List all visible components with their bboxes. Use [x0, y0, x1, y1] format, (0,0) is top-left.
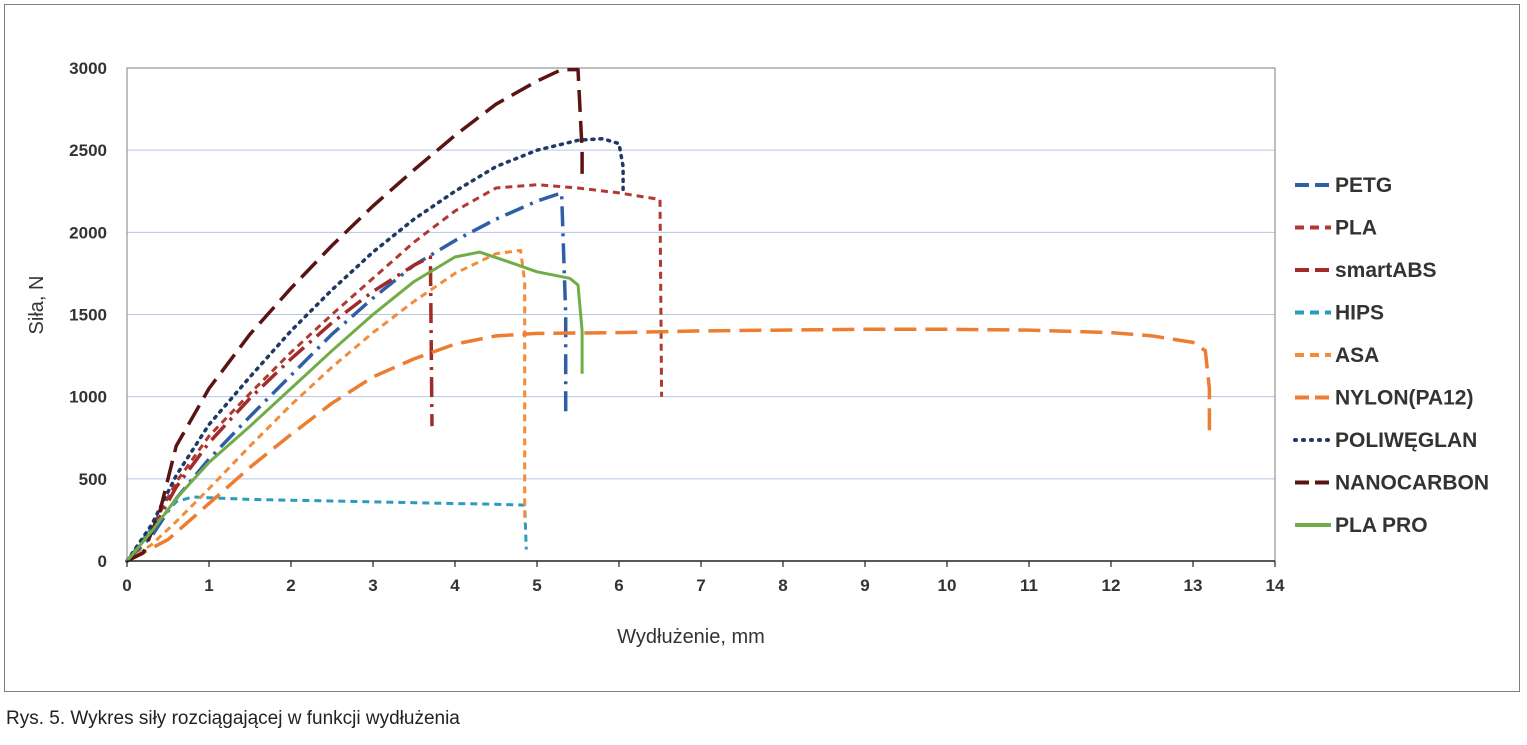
x-tick-label: 14 — [1266, 576, 1285, 595]
chart-frame: 0 1 2 3 4 5 6 7 8 9 10 11 12 13 14 0 500 1000 1500 2000 250… — [4, 4, 1520, 692]
legend-label: PETG — [1335, 174, 1392, 197]
x-axis-title: Wydłużenie, mm — [617, 626, 765, 648]
series-line-pla — [125, 183, 664, 562]
x-tick-label: 0 — [122, 576, 131, 595]
series-line-smartabs — [125, 255, 434, 563]
series-line-petg — [125, 191, 568, 563]
series-line-pla-pro — [125, 250, 584, 562]
x-tick-label: 8 — [778, 576, 787, 595]
x-tick-label: 6 — [614, 576, 623, 595]
legend-label: PLA — [1335, 217, 1377, 240]
x-tick-label: 13 — [1184, 576, 1203, 595]
legend-label: HIPS — [1335, 302, 1384, 325]
grid — [127, 67, 1275, 480]
y-axis-title: Siła, N — [26, 276, 48, 335]
y-tick-label: 0 — [98, 552, 107, 571]
legend-label: PLA PRO — [1335, 514, 1428, 537]
x-tick-label: 3 — [368, 576, 377, 595]
x-tick-label: 5 — [532, 576, 541, 595]
x-tick-label: 7 — [696, 576, 705, 595]
y-tick-label: 500 — [79, 470, 107, 489]
x-tick-label: 2 — [286, 576, 295, 595]
x-tick-label: 9 — [860, 576, 869, 595]
legend-label: POLIWĘGLAN — [1335, 429, 1477, 452]
legend-label: ASA — [1335, 344, 1379, 367]
series-line-nanocarbon — [126, 67, 584, 563]
figure-caption: Rys. 5. Wykres siły rozciągającej w funk… — [6, 708, 460, 729]
y-tick-label: 1000 — [69, 388, 107, 407]
legend: PETG PLA smartABS HIPS ASA NYLON(PA12) POLIWĘG… — [1293, 174, 1489, 537]
x-tick-label: 11 — [1020, 576, 1038, 595]
legend-label: NYLON(PA12) — [1335, 387, 1473, 410]
y-tick-label: 2000 — [69, 223, 107, 242]
force-elongation-chart: 0 1 2 3 4 5 6 7 8 9 10 11 12 13 14 0500100015002000250… — [26, 59, 1489, 648]
y-tick-label: 3000 — [69, 59, 107, 78]
x-tick-label: 4 — [450, 576, 460, 595]
x-tick-label: 12 — [1102, 576, 1121, 595]
series-line-hips — [125, 495, 528, 562]
series-line-poliw-glan — [125, 136, 625, 563]
legend-label: smartABS — [1335, 259, 1437, 282]
series-line-nylon-pa12 — [126, 327, 1212, 563]
legend-label: NANOCARBON — [1335, 472, 1489, 495]
x-tick-label: 1 — [204, 576, 213, 595]
y-tick-label: 2500 — [69, 141, 107, 160]
series-layer — [125, 67, 1212, 563]
x-tick-label: 10 — [938, 576, 957, 595]
y-tick-labels: 0 500 1000 1500 2000 2500 3000 — [69, 59, 107, 571]
x-tick-labels: 0 1 2 3 4 5 6 7 8 9 10 11 12 13 14 — [122, 561, 1285, 595]
y-tick-label: 1500 — [69, 306, 107, 325]
